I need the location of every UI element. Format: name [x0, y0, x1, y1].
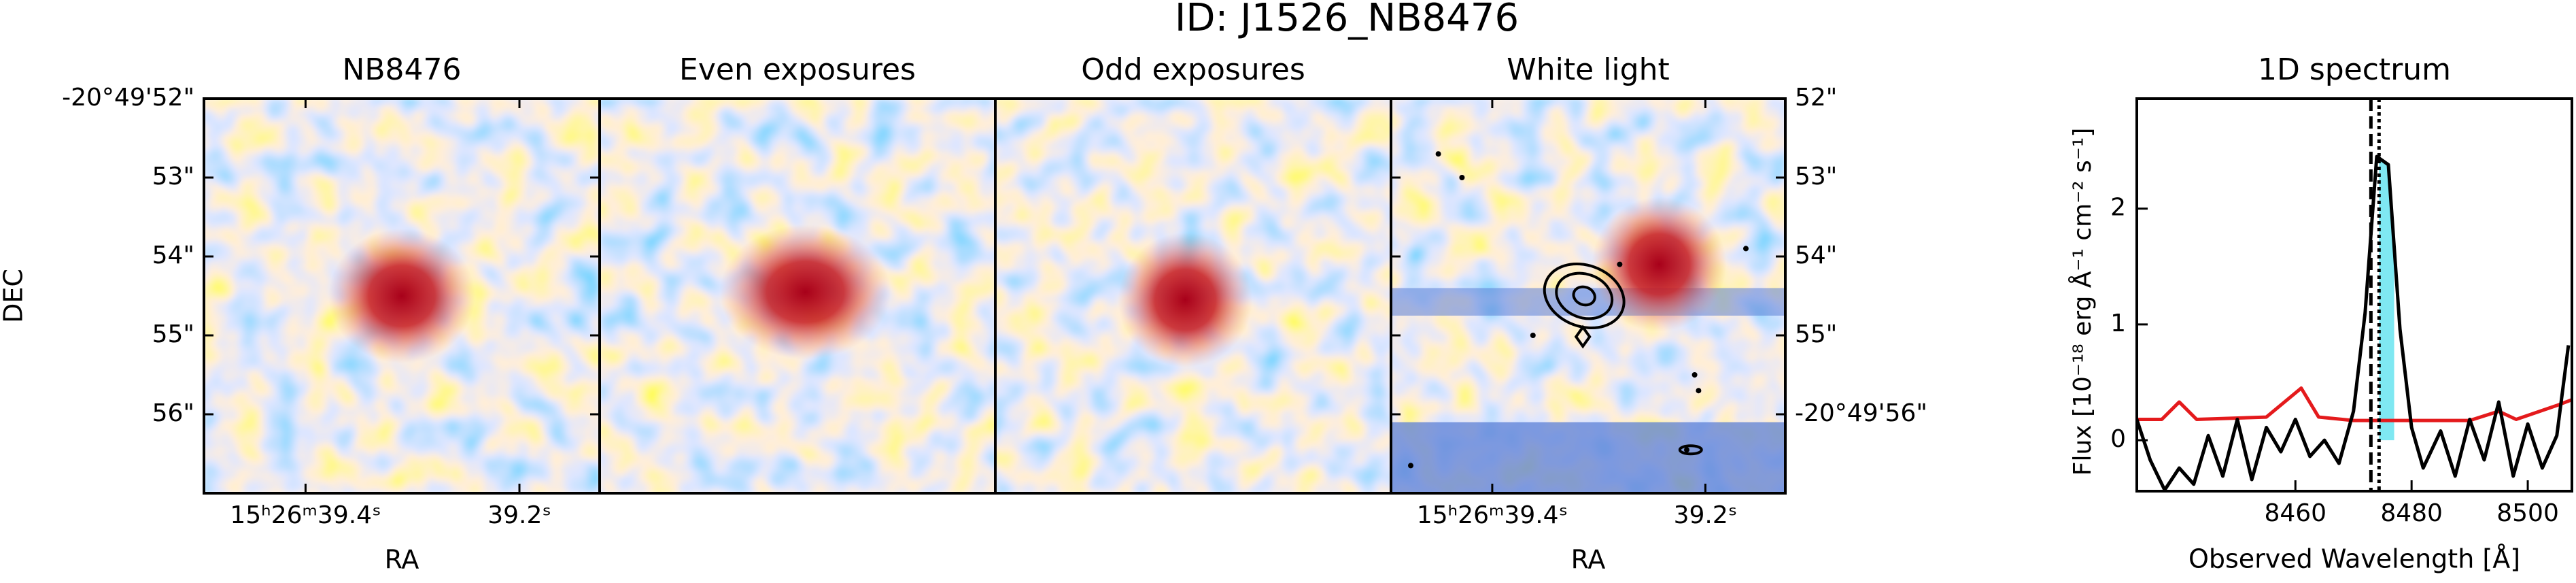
image-content [995, 99, 1391, 493]
y-axis-label: DEC [0, 269, 29, 323]
x-tick-label: 39.2ˢ [1674, 501, 1738, 529]
x-tick-label: 15ʰ26ᵐ39.4ˢ [1417, 501, 1568, 529]
contour [1572, 285, 1596, 307]
noise-line [2137, 386, 2572, 422]
x-tick-label: 15ʰ26ᵐ39.4ˢ [230, 501, 381, 529]
contour [1543, 262, 1626, 330]
contour-dot [1696, 388, 1702, 394]
y-axis-label: Flux [10⁻¹⁸ erg Å⁻¹ cm⁻² s⁻¹] [2067, 128, 2097, 476]
image-source [1592, 197, 1727, 332]
x-axis-label: Observed Wavelength [Å] [2188, 544, 2520, 574]
x-axis-label: RA [385, 545, 419, 575]
x-tick-label: 8460 [2264, 499, 2326, 527]
figure-title: ID: J1526_NB8476 [1175, 0, 1519, 40]
x-tick-label: 39.2ˢ [487, 501, 551, 529]
image-source [719, 224, 891, 360]
contour-dot [1435, 151, 1441, 157]
y-tick-label: 54" [1795, 241, 1837, 269]
contour [1678, 444, 1703, 456]
panel-frame [1390, 97, 1787, 495]
contour-dot [1691, 372, 1698, 378]
y-tick-label: 2 [2110, 194, 2126, 222]
x-tick-label: 8480 [2380, 499, 2443, 527]
panel-title: 1D spectrum [2258, 52, 2451, 87]
image-panel: White light 52" 53" 54" 55" -20°49'56" 15ʰ26ᵐ3… [1390, 52, 1927, 575]
y-tick-label: 52" [1795, 84, 1837, 112]
x-axis-label: RA [1571, 545, 1606, 575]
y-tick-label: 55" [152, 320, 194, 348]
x-tick-label: 8500 [2496, 499, 2559, 527]
contour-dot [1743, 246, 1749, 252]
plot-area [2137, 99, 2572, 491]
image-content [1391, 99, 1785, 493]
contour-dot [1617, 261, 1623, 267]
y-tick-label: -20°49'56" [1795, 399, 1927, 427]
panel-title: Even exposures [679, 52, 916, 87]
contour-dot [1459, 175, 1465, 180]
contour-dot [1684, 447, 1689, 453]
image-panel: Even exposures [598, 52, 997, 495]
y-tick-label: 54" [152, 241, 194, 269]
panel-title: Odd exposures [1081, 52, 1305, 87]
line-flux-span [2379, 156, 2394, 490]
y-tick-label: 53" [1795, 163, 1837, 190]
contour [1555, 271, 1614, 320]
y-tick-label: 56" [152, 399, 194, 427]
image-content [600, 99, 995, 493]
contour-dot [1408, 463, 1413, 469]
spectrum-panel: 0 1 2 8460 8480 8500 1D spectrum Observed Wavel… [2067, 52, 2573, 574]
y-tick-label: 1 [2110, 310, 2126, 337]
image-source [1118, 232, 1253, 367]
y-tick-label: -20°49'52" [62, 84, 194, 112]
y-tick-label: 53" [152, 163, 194, 190]
image-panel: Odd exposures [994, 52, 1392, 495]
image-band [1391, 288, 1785, 316]
contour [1574, 324, 1592, 349]
y-tick-label: 55" [1795, 320, 1837, 348]
panel-frame [2135, 97, 2573, 493]
image-panel: NB8476 -20°49'52" 53" 54" 55" 56" 15ʰ26ᵐ39.4ˢ 3… [0, 52, 601, 575]
panel-title: White light [1507, 52, 1669, 87]
spectrum-line [2137, 154, 2571, 491]
image-content [204, 99, 600, 493]
image-band [1391, 422, 1785, 493]
contour-dot [1530, 333, 1536, 338]
y-tick-label: 0 [2110, 425, 2126, 453]
panel-title: NB8476 [342, 52, 461, 87]
image-source [328, 229, 475, 363]
